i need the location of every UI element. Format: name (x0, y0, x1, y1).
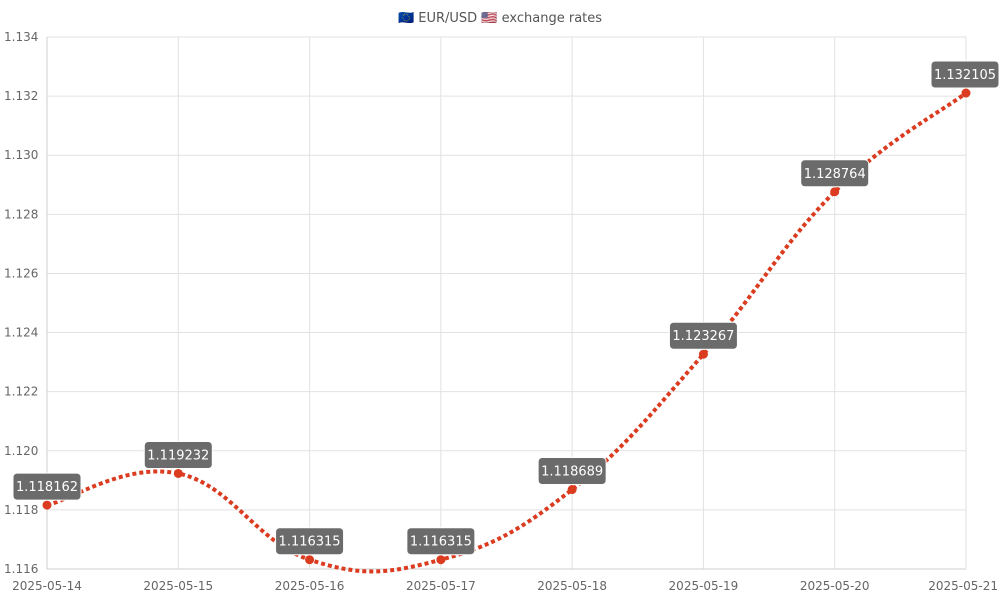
data-label-text: 1.132105 (934, 68, 996, 83)
x-tick-label: 2025-05-21 (928, 579, 998, 593)
data-label-text: 1.116315 (410, 535, 472, 550)
y-tick-label: 1.134 (4, 30, 38, 44)
data-label: 1.128764 (800, 159, 870, 188)
data-label-text: 1.128764 (804, 167, 866, 182)
y-tick-label: 1.120 (4, 444, 38, 458)
data-label-box (930, 60, 1000, 89)
data-point (305, 555, 315, 565)
x-tick-label: 2025-05-19 (669, 579, 739, 593)
x-tick-label: 2025-05-15 (143, 579, 213, 593)
x-tick-label: 2025-05-17 (406, 579, 476, 593)
data-label: 1.118162 (12, 472, 82, 501)
data-label-box (406, 527, 476, 556)
data-label: 1.116315 (406, 527, 476, 556)
data-point (830, 187, 840, 197)
grid-layer (46, 36, 967, 570)
data-label-text: 1.118689 (541, 465, 603, 480)
data-point (698, 349, 708, 359)
y-tick-label: 1.128 (4, 207, 38, 221)
x-tick-label: 2025-05-16 (275, 579, 345, 593)
data-label: 1.123267 (668, 321, 738, 350)
data-label-box (143, 440, 213, 469)
data-label-text: 1.119232 (147, 448, 209, 463)
x-tick-label: 2025-05-20 (800, 579, 870, 593)
data-point (436, 555, 446, 565)
data-label-text: 1.116315 (279, 535, 341, 550)
y-tick-label: 1.124 (4, 326, 38, 340)
data-label: 1.132105 (930, 60, 1000, 89)
y-tick-label: 1.126 (4, 266, 38, 280)
chart-title: 🇪🇺 EUR/USD 🇺🇸 exchange rates (398, 11, 602, 26)
x-tick-label: 2025-05-14 (12, 579, 82, 593)
label-layer: 1.118162 1.119232 1.116315 1.116315 1.118689… (12, 60, 1000, 556)
data-label-text: 1.118162 (16, 480, 78, 495)
y-tick-label: 1.118 (4, 503, 38, 517)
data-label-box (537, 457, 607, 486)
y-tick-label: 1.130 (4, 148, 38, 162)
data-label-box (800, 159, 870, 188)
data-label: 1.116315 (275, 527, 345, 556)
data-point (173, 468, 183, 478)
y-tick-label: 1.116 (4, 562, 38, 576)
data-label: 1.119232 (143, 440, 213, 469)
axis-layer: 1.116 1.118 1.120 1.122 1.124 1.126 1.128 1.130… (4, 30, 998, 593)
data-label: 1.118689 (537, 457, 607, 486)
data-label-box (275, 527, 345, 556)
data-point (42, 500, 52, 510)
data-point (567, 485, 577, 495)
y-tick-label: 1.132 (4, 89, 38, 103)
x-tick-label: 2025-05-18 (537, 579, 607, 593)
data-label-text: 1.123267 (672, 329, 734, 344)
data-label-box (12, 472, 82, 501)
y-tick-label: 1.122 (4, 385, 38, 399)
point-layer (42, 88, 971, 565)
data-point (961, 88, 971, 98)
data-label-box (668, 321, 738, 350)
